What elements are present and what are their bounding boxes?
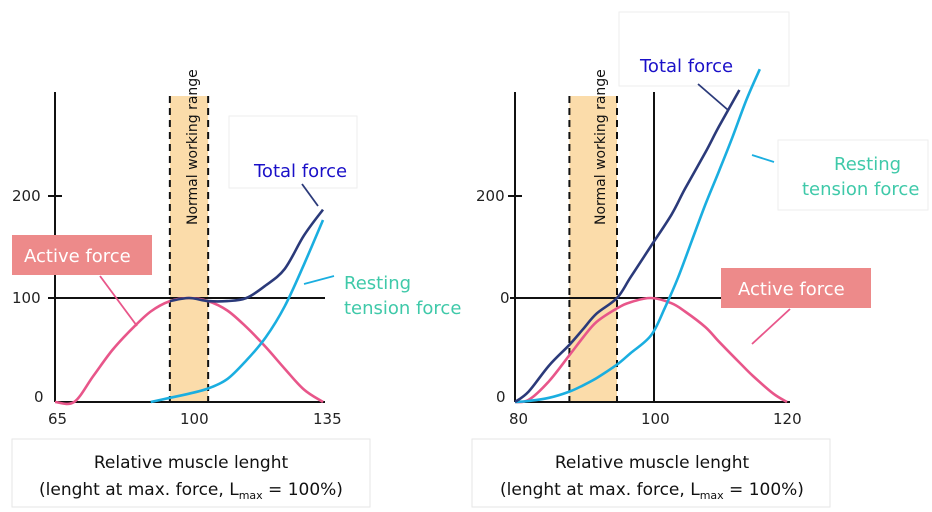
- left-xlabel-box: [11, 438, 371, 508]
- right-resting-label-box: [777, 139, 929, 211]
- left-xlabel-line1: Relative muscle lenght: [94, 453, 289, 473]
- left-series-resting-tension-force: [150, 219, 325, 404]
- right-xlabel-box: [471, 438, 831, 508]
- right-active-label-box: [721, 268, 871, 308]
- left-label-resting-line2: tension force: [344, 298, 461, 319]
- right-label-resting-line1: Resting: [834, 154, 901, 175]
- right-xlabel-line1: Relative muscle lenght: [555, 453, 750, 473]
- right-series-total-force: [514, 89, 741, 404]
- right-label-active-force: Active force: [738, 279, 845, 300]
- left-total-arrow: [301, 183, 319, 207]
- right-x-tick-label-100: 100: [641, 410, 670, 428]
- right-series-resting-tension-force: [514, 68, 761, 404]
- right-x-tick-label-120: 120: [773, 410, 802, 428]
- left-total-label-box: [228, 115, 358, 189]
- right-y-tick-label-100: 0: [500, 289, 510, 307]
- left-label-resting-line1: Resting: [344, 273, 411, 294]
- right-resting-arrow: [751, 154, 775, 163]
- right-xlabel-line2: (lenght at max. force, Lmax = 100%): [500, 480, 804, 502]
- right-label-resting-line2: tension force: [802, 179, 919, 200]
- left-normal-range-label: Normal working range: [185, 69, 201, 225]
- left-y-tick-label-0: 0: [34, 388, 44, 406]
- left-resting-arrow: [303, 275, 335, 285]
- right-x-tick-label-80: 80: [509, 410, 528, 428]
- left-xlabel-line2: (lenght at max. force, Lmax = 100%): [39, 480, 343, 502]
- right-total-arrow: [697, 83, 729, 111]
- right-label-total-force: Total force: [639, 56, 733, 77]
- left-y-tick-label-200: 200: [12, 187, 41, 205]
- left-label-total-force: Total force: [253, 161, 347, 182]
- left-normal-range-band: [169, 96, 209, 402]
- right-y-tick-label-200: 200: [476, 187, 505, 205]
- right-series-active-force: [514, 296, 788, 404]
- left-chart: Normal working range 200 100 0 65 100 13…: [11, 69, 461, 508]
- right-normal-range-band: [569, 96, 617, 402]
- left-x-tick-label-135: 135: [313, 410, 342, 428]
- left-label-active-force: Active force: [24, 246, 131, 267]
- left-series-total-force: [169, 208, 325, 303]
- right-y-tick-label-0: 0: [496, 388, 506, 406]
- right-chart: Normal working range 200 0 0 80 100 120 …: [471, 11, 929, 508]
- right-active-arrow: [751, 308, 791, 345]
- left-y-tick-label-100: 100: [12, 289, 41, 307]
- left-active-arrow: [99, 275, 138, 327]
- left-active-label-box: [12, 235, 152, 275]
- right-total-label-box: [618, 11, 790, 87]
- left-x-tick-label-100: 100: [180, 410, 209, 428]
- left-x-tick-label-65: 65: [48, 410, 67, 428]
- right-normal-range-label: Normal working range: [593, 69, 609, 225]
